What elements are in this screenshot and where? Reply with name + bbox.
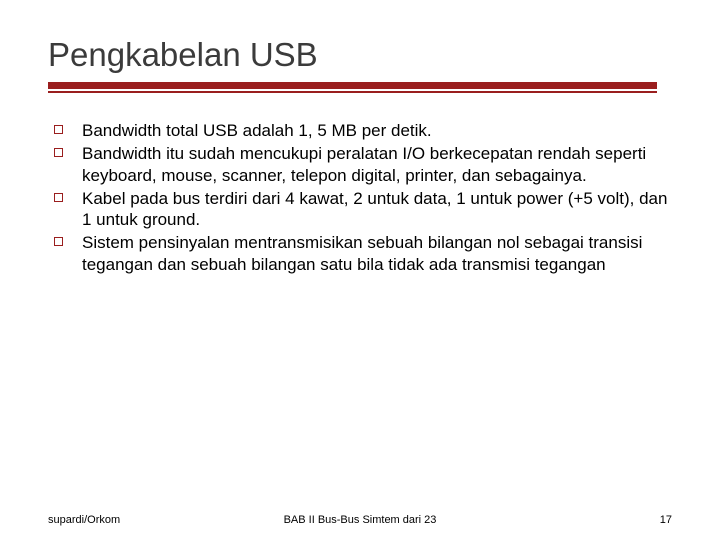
square-bullet-icon (54, 148, 63, 157)
slide-title: Pengkabelan USB (48, 36, 672, 74)
bullet-text: Bandwidth itu sudah mencukupi peralatan … (82, 144, 646, 184)
square-bullet-icon (54, 237, 63, 246)
list-item: Bandwidth total USB adalah 1, 5 MB per d… (54, 120, 672, 141)
footer-center: BAB II Bus-Bus Simtem dari 23 (284, 514, 437, 526)
footer: supardi/Orkom BAB II Bus-Bus Simtem dari… (48, 514, 672, 526)
title-underline (48, 82, 672, 94)
underline-thick (48, 82, 657, 89)
underline-thin (48, 91, 657, 93)
list-item: Kabel pada bus terdiri dari 4 kawat, 2 u… (54, 188, 672, 231)
bullet-text: Sistem pensinyalan mentransmisikan sebua… (82, 233, 642, 273)
bullet-list: Bandwidth total USB adalah 1, 5 MB per d… (48, 120, 672, 275)
square-bullet-icon (54, 193, 63, 202)
bullet-text: Bandwidth total USB adalah 1, 5 MB per d… (82, 121, 432, 140)
slide: Pengkabelan USB Bandwidth total USB adal… (0, 0, 720, 540)
list-item: Bandwidth itu sudah mencukupi peralatan … (54, 143, 672, 186)
footer-left: supardi/Orkom (48, 514, 120, 526)
bullet-text: Kabel pada bus terdiri dari 4 kawat, 2 u… (82, 189, 667, 229)
footer-right: 17 (660, 514, 672, 526)
square-bullet-icon (54, 125, 63, 134)
list-item: Sistem pensinyalan mentransmisikan sebua… (54, 232, 672, 275)
